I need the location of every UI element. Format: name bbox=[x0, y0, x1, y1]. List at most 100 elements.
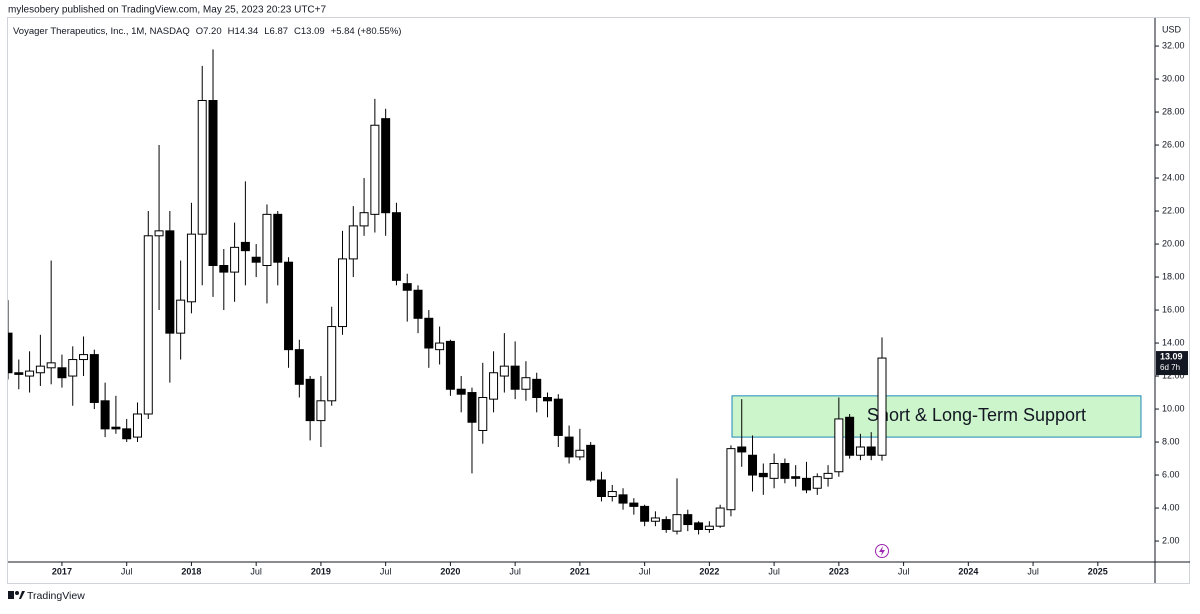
close: C13.09 bbox=[294, 26, 325, 37]
candle-body bbox=[89, 354, 99, 403]
publish-header: mylesobery published on TradingView.com,… bbox=[8, 5, 326, 16]
candle-body bbox=[219, 264, 229, 273]
candle-body bbox=[370, 124, 380, 215]
event-icon[interactable] bbox=[875, 544, 889, 558]
candle-body bbox=[316, 400, 326, 422]
y-tick-label: 24.00 bbox=[1162, 172, 1185, 182]
x-tick-label: 2025 bbox=[1088, 566, 1108, 576]
candle-body bbox=[143, 235, 153, 415]
candle-body bbox=[273, 213, 283, 263]
candle-body bbox=[521, 377, 531, 390]
candle-body bbox=[726, 448, 736, 511]
price-tag-label: 13.09 bbox=[1160, 351, 1183, 361]
candle-body bbox=[424, 317, 434, 349]
price-tag bbox=[1156, 351, 1188, 376]
candle-body bbox=[510, 365, 520, 390]
y-tick-label: 8.00 bbox=[1162, 436, 1180, 446]
x-tick-label: Jul bbox=[768, 566, 780, 576]
legend: Voyager Therapeutics, Inc., 1M, NASDAQ O7… bbox=[13, 26, 401, 37]
support-label: Short & Long-Term Support bbox=[867, 405, 1086, 425]
footer: TradingView bbox=[27, 590, 85, 602]
candle-body bbox=[305, 378, 315, 422]
candle-body bbox=[176, 299, 186, 334]
x-tick-label: Jul bbox=[250, 566, 262, 576]
y-tick-label: 16.00 bbox=[1162, 304, 1185, 314]
candle-body bbox=[294, 349, 304, 385]
candle-body bbox=[758, 472, 768, 478]
x-tick-label: 2019 bbox=[311, 566, 331, 576]
y-tick-label: 18.00 bbox=[1162, 271, 1185, 281]
y-tick-label: 2.00 bbox=[1162, 535, 1180, 545]
x-tick-label: Jul bbox=[121, 566, 133, 576]
candle-body bbox=[543, 396, 553, 402]
open: O7.20 bbox=[196, 26, 222, 37]
x-tick-label: Jul bbox=[639, 566, 651, 576]
y-tick-label: 4.00 bbox=[1162, 502, 1180, 512]
y-tick-label: 30.00 bbox=[1162, 73, 1185, 83]
candle-body bbox=[532, 378, 542, 398]
y-tick-label: 32.00 bbox=[1162, 40, 1185, 50]
currency: USD bbox=[1162, 24, 1182, 34]
plot: Short & Long-Term Support bbox=[8, 49, 1142, 535]
y-tick-label: 22.00 bbox=[1162, 205, 1185, 215]
candle-body bbox=[154, 230, 164, 237]
candle-body bbox=[186, 233, 196, 303]
candle-body bbox=[467, 392, 477, 423]
x-tick-label: 2018 bbox=[181, 566, 201, 576]
candle-body bbox=[251, 256, 261, 263]
candle-body bbox=[122, 428, 132, 440]
candle-body bbox=[748, 454, 758, 476]
y-tick-label: 6.00 bbox=[1162, 469, 1180, 479]
candle-body bbox=[46, 362, 56, 369]
countdown: 6d 7h bbox=[1160, 363, 1180, 372]
x-tick-label: 2022 bbox=[699, 566, 719, 576]
candle-body bbox=[489, 372, 499, 400]
candle-body bbox=[704, 525, 714, 530]
change: +5.84 (+80.55%) bbox=[331, 26, 402, 37]
candle-body bbox=[478, 396, 488, 431]
candle-body bbox=[575, 449, 585, 458]
candle-body bbox=[715, 507, 725, 527]
candle-body bbox=[208, 99, 218, 266]
candle-body bbox=[359, 212, 369, 227]
candle-body bbox=[769, 462, 779, 479]
x-tick-label: 2017 bbox=[52, 566, 72, 576]
candle-body bbox=[240, 241, 250, 252]
candle-body bbox=[499, 365, 509, 377]
y-tick-label: 10.00 bbox=[1162, 403, 1185, 413]
candle-body bbox=[262, 213, 272, 266]
candle-body bbox=[694, 522, 704, 530]
x-tick-label: 2021 bbox=[570, 566, 590, 576]
candle-body bbox=[100, 400, 110, 430]
candle-body bbox=[823, 472, 833, 479]
candle-body bbox=[553, 398, 563, 436]
candle-body bbox=[284, 261, 294, 351]
candle-body bbox=[618, 494, 628, 504]
candle-body bbox=[111, 426, 121, 430]
x-tick-label: 2020 bbox=[440, 566, 460, 576]
x-tick-label: Jul bbox=[380, 566, 392, 576]
candle-body bbox=[79, 354, 89, 361]
candle-body bbox=[661, 519, 671, 530]
candle-body bbox=[855, 446, 865, 456]
candle-body bbox=[165, 230, 175, 334]
candle-body bbox=[683, 514, 693, 526]
candle-body bbox=[327, 326, 337, 402]
candle-body bbox=[564, 436, 574, 458]
candle-body bbox=[57, 367, 67, 379]
y-tick-label: 14.00 bbox=[1162, 337, 1185, 347]
y-tick-label: 20.00 bbox=[1162, 238, 1185, 248]
candle-body bbox=[737, 446, 747, 453]
candle-body bbox=[402, 283, 412, 291]
candle-body bbox=[596, 479, 606, 497]
candle-body bbox=[35, 365, 45, 374]
candle-body bbox=[348, 225, 358, 260]
candle-body bbox=[672, 514, 682, 532]
candle-body bbox=[413, 289, 423, 319]
candle-body bbox=[391, 212, 401, 281]
candle-body bbox=[68, 359, 78, 377]
candle-body bbox=[877, 357, 887, 456]
candle-body bbox=[132, 413, 142, 438]
y-tick-label: 12.00 bbox=[1162, 370, 1185, 380]
